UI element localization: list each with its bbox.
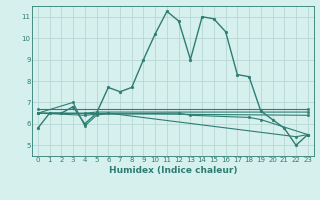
X-axis label: Humidex (Indice chaleur): Humidex (Indice chaleur): [108, 166, 237, 175]
